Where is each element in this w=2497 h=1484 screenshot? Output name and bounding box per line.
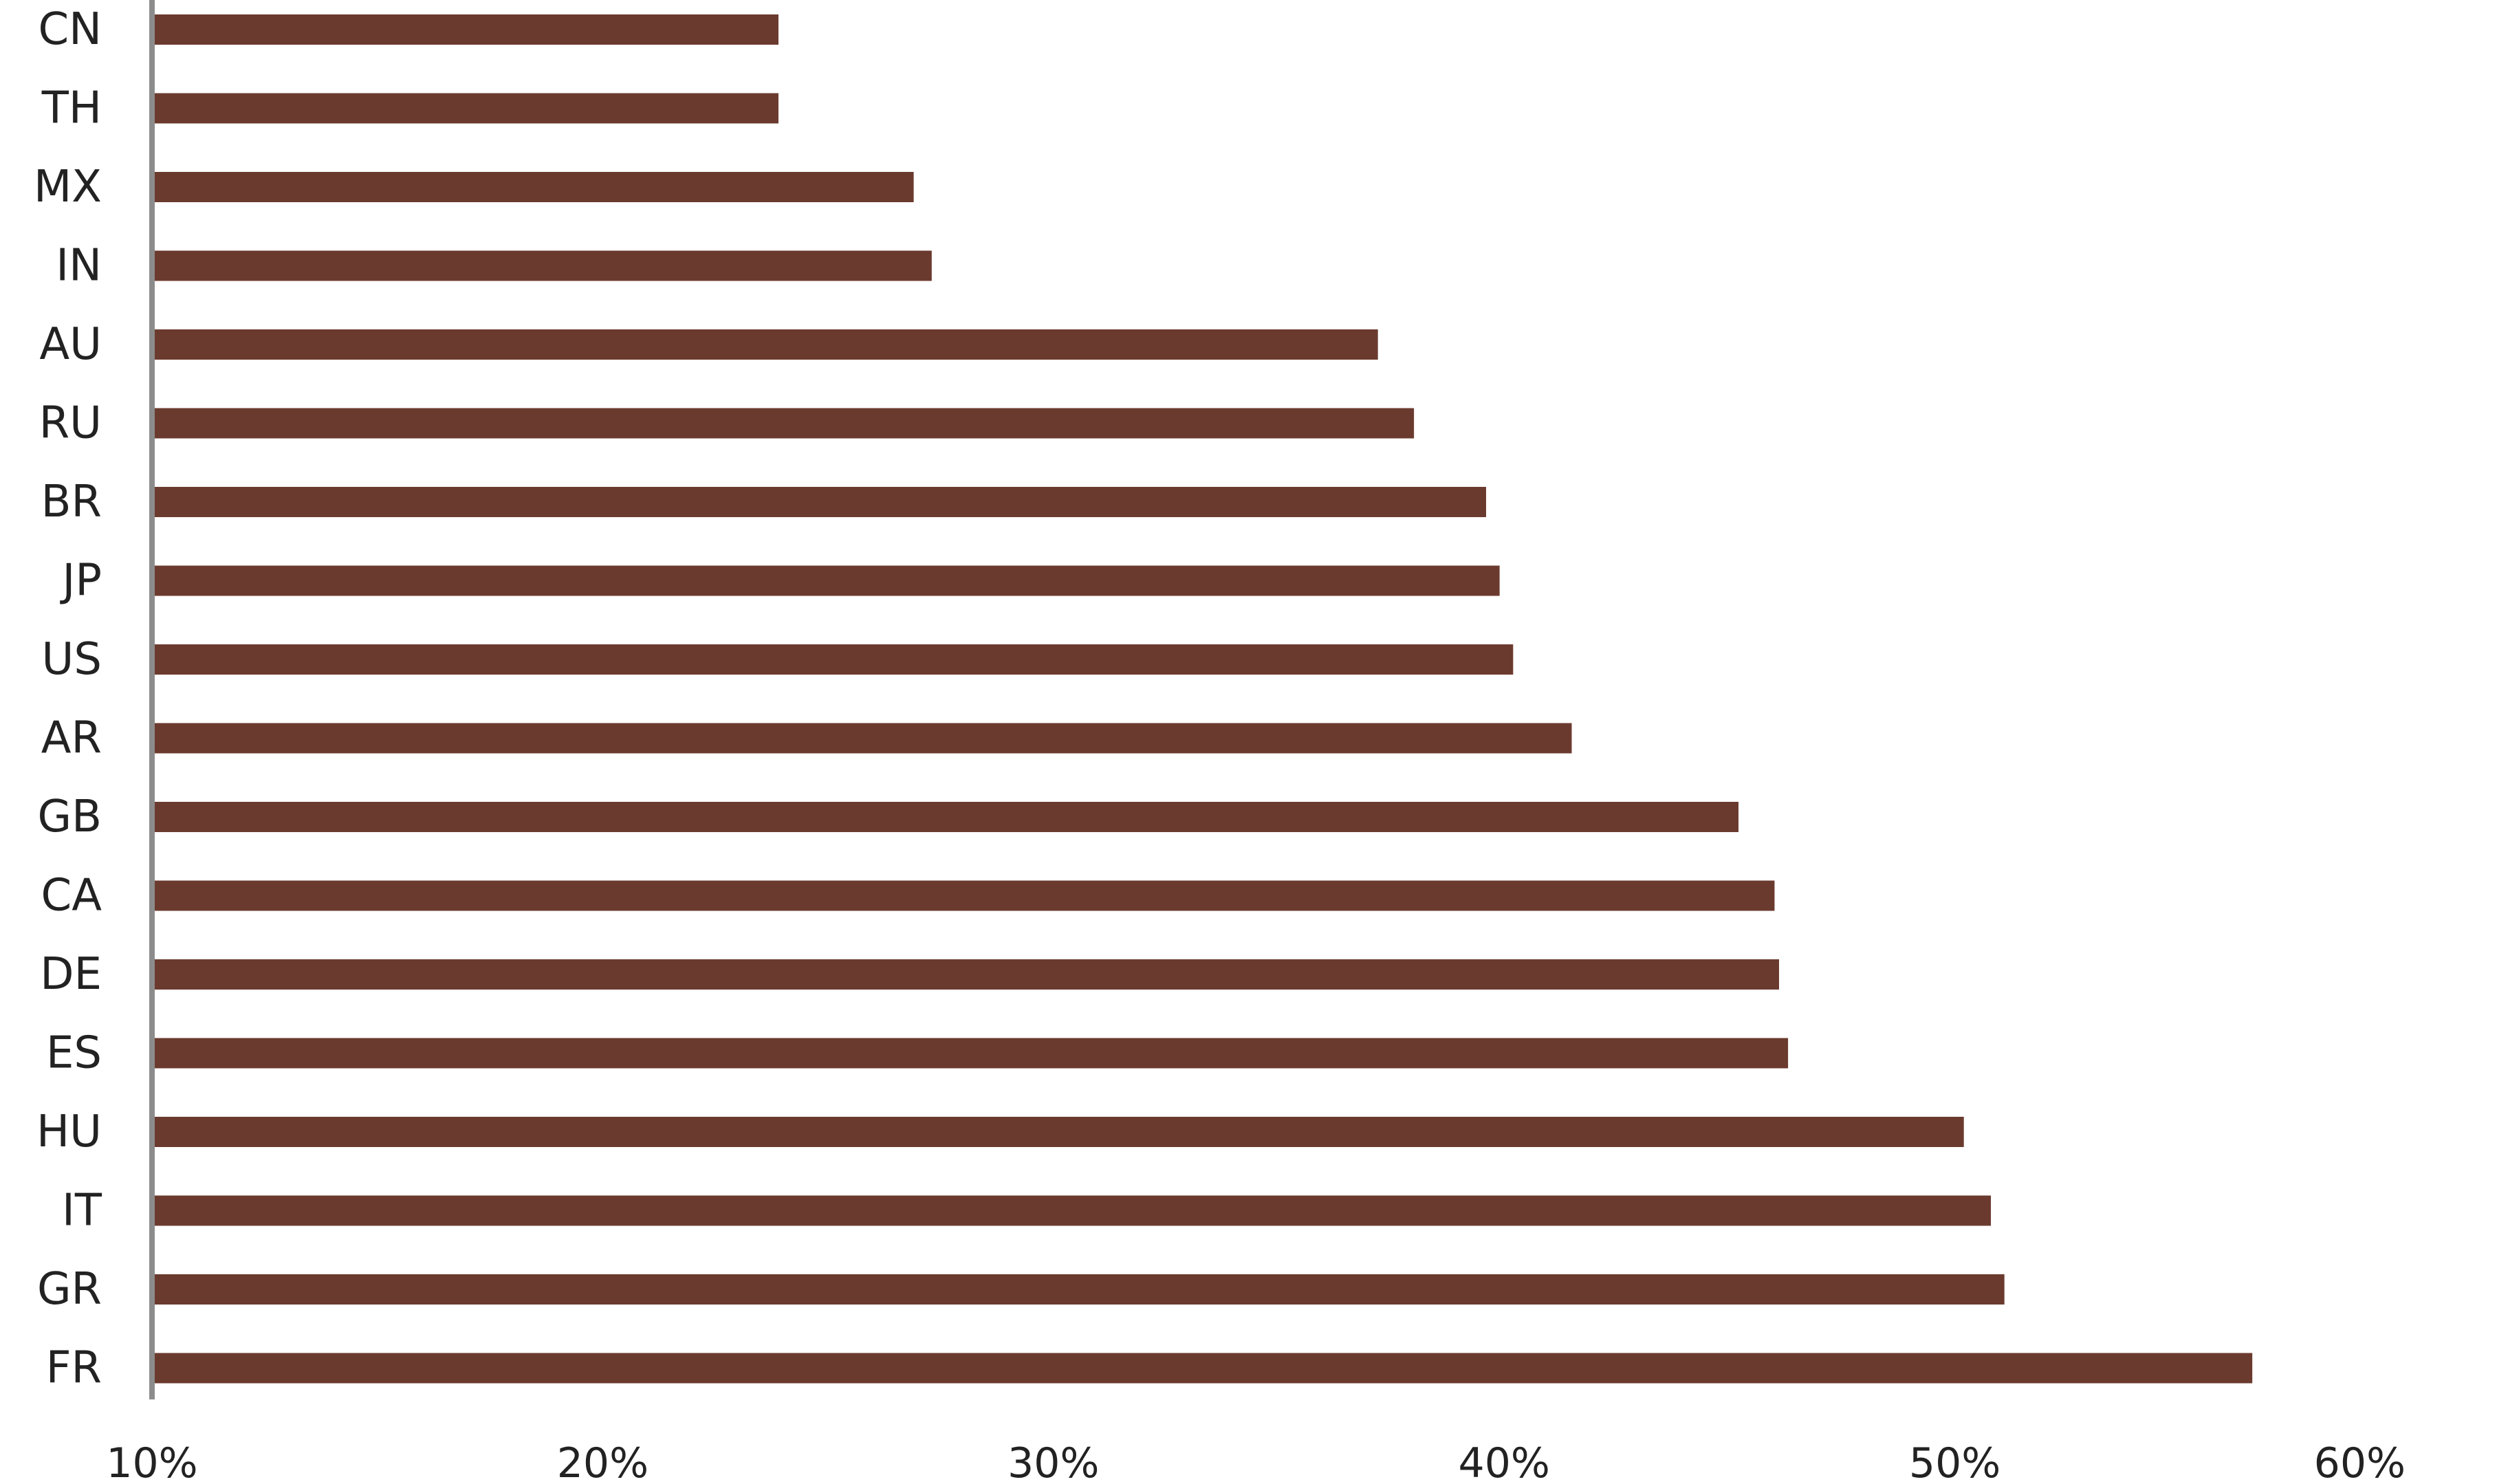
- category-label-ca: CA: [41, 871, 102, 921]
- category-label-de: DE: [40, 949, 102, 1000]
- category-label-us: US: [42, 634, 102, 685]
- bar-in: [153, 250, 932, 281]
- bar-cn: [153, 14, 779, 45]
- bar-es: [153, 1038, 1789, 1069]
- bar-jp: [153, 565, 1500, 596]
- bar-au: [153, 329, 1378, 360]
- category-label-gr: GR: [37, 1264, 102, 1315]
- category-label-fr: FR: [46, 1343, 102, 1394]
- x-tick-label-5: 60%: [2314, 1439, 2406, 1484]
- x-tick-label-4: 50%: [1909, 1439, 2000, 1484]
- category-label-hu: HU: [36, 1106, 102, 1157]
- bar-ru: [153, 408, 1415, 439]
- bars-layer: [153, 14, 2253, 1384]
- bar-br: [153, 487, 1486, 517]
- category-label-mx: MX: [34, 162, 102, 212]
- bar-mx: [153, 172, 914, 202]
- x-tick-labels: 10% 20% 30% 40% 50% 60%: [106, 1439, 2406, 1484]
- category-label-es: ES: [46, 1028, 102, 1079]
- bar-it: [153, 1195, 1992, 1226]
- bar-hu: [153, 1117, 1964, 1147]
- bar-gb: [153, 802, 1739, 832]
- category-label-it: IT: [62, 1186, 102, 1236]
- bar-ar: [153, 723, 1572, 754]
- category-label-au: AU: [39, 319, 102, 370]
- bar-de: [153, 959, 1779, 990]
- x-tick-label-3: 40%: [1459, 1439, 1550, 1484]
- x-tick-label-1: 20%: [557, 1439, 648, 1484]
- category-label-ar: AR: [41, 713, 102, 764]
- bar-gr: [153, 1274, 2005, 1305]
- category-label-in: IN: [56, 241, 102, 292]
- bar-fr: [153, 1353, 2253, 1384]
- category-labels: CN TH MX IN AU RU BR JP US AR GB CA DE ES HU IT GR FR: [34, 4, 102, 1394]
- category-label-ru: RU: [39, 398, 102, 449]
- category-label-jp: JP: [60, 556, 102, 607]
- category-label-gb: GB: [38, 792, 102, 842]
- bar-us: [153, 644, 1514, 675]
- bar-th: [153, 93, 779, 124]
- bar-ca: [153, 880, 1775, 911]
- category-label-th: TH: [41, 83, 102, 134]
- category-label-br: BR: [41, 477, 102, 527]
- x-tick-label-0: 10%: [106, 1439, 197, 1484]
- category-label-cn: CN: [38, 4, 102, 55]
- x-tick-label-2: 30%: [1007, 1439, 1099, 1484]
